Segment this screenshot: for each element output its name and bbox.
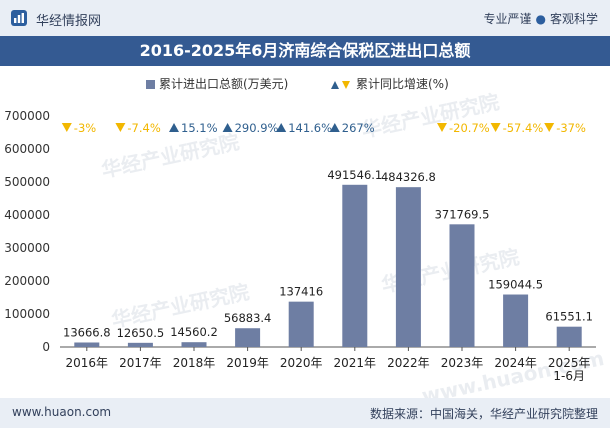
bar: [556, 326, 582, 347]
legend-item-total: 累计进出口总额(万美元): [146, 75, 288, 92]
bar: [74, 342, 100, 347]
growth-up-marker: [329, 123, 340, 132]
growth-label: 15.1%: [181, 121, 218, 135]
growth-label: 267%: [342, 121, 375, 135]
bar-value-label: 137416: [279, 285, 323, 299]
bar-value-label: 61551.1: [545, 310, 593, 324]
y-tick-label: 100000: [4, 307, 50, 321]
growth-label: -7.4%: [127, 121, 160, 135]
header-bar: 华经情报网 专业严谨 ● 客观科学: [0, 0, 610, 36]
bar-value-label: 13666.8: [63, 325, 111, 339]
x-tick-label: 2017年: [119, 356, 162, 370]
y-tick-label: 0: [42, 340, 50, 354]
huajing-logo-icon: [11, 10, 27, 26]
footer-source: 数据来源：中国海关，华经产业研究院整理: [369, 407, 598, 421]
growth-up-marker: [222, 123, 233, 132]
growth-label: 141.6%: [288, 121, 332, 135]
bar: [288, 301, 314, 347]
bar: [395, 187, 421, 347]
legend-item-growth: 累计同比增速(%): [330, 75, 449, 92]
bar: [449, 224, 475, 347]
tagline-left: 专业严谨: [483, 12, 532, 26]
bar-value-label: 56883.4: [224, 311, 272, 325]
y-tick-label: 300000: [4, 241, 50, 255]
x-tick-label: 2024年: [494, 356, 537, 370]
growth-down-marker: [61, 123, 72, 132]
legend-triangle-icons: [331, 80, 350, 89]
growth-label: -3%: [74, 121, 96, 135]
y-tick-label: 700000: [4, 109, 50, 123]
chart-legend: 累计进出口总额(万美元) 累计同比增速(%): [0, 72, 610, 94]
growth-label: -20.7%: [449, 121, 490, 135]
growth-down-marker: [437, 123, 447, 132]
bar: [342, 184, 368, 347]
bar: [503, 294, 529, 347]
legend-bar-swatch-icon: [146, 80, 155, 89]
legend-label-growth: 累计同比增速(%): [356, 77, 449, 91]
bar-value-label: 12650.5: [117, 326, 165, 340]
bar: [127, 342, 153, 347]
growth-down-marker: [544, 123, 555, 132]
bar-value-label: 484326.8: [381, 170, 436, 184]
legend-label-total: 累计进出口总额(万美元): [159, 77, 289, 91]
growth-label: -57.4%: [503, 121, 544, 135]
y-tick-label: 500000: [4, 175, 50, 189]
x-tick-label: 2022年: [387, 356, 430, 370]
growth-down-marker: [490, 123, 501, 132]
y-tick-label: 400000: [4, 208, 50, 222]
x-tick-label: 2025年 1-6月: [548, 356, 591, 383]
bar: [181, 342, 207, 347]
y-tick-label: 600000: [4, 142, 50, 156]
growth-label: -37%: [556, 121, 586, 135]
x-tick-label: 2016年: [66, 356, 109, 370]
bar-value-label: 371769.5: [435, 207, 490, 221]
separator-dot-icon: ●: [535, 12, 546, 26]
bar-value-label: 14560.2: [170, 325, 218, 339]
footer-bar: www.huaon.com 数据来源：中国海关，华经产业研究院整理: [0, 398, 610, 428]
growth-down-marker: [115, 123, 126, 132]
bar-value-label: 491546.1: [327, 168, 382, 182]
bar: [235, 328, 261, 347]
growth-up-marker: [169, 123, 179, 132]
footer-website: www.huaon.com: [12, 405, 112, 419]
tagline: 专业严谨 ● 客观科学: [483, 10, 598, 27]
x-tick-label: 2020年: [280, 356, 323, 370]
chart-title: 2016-2025年6月济南综合保税区进出口总额: [139, 41, 471, 60]
x-tick-label: 2021年: [334, 356, 377, 370]
growth-label: 290.9%: [235, 121, 279, 135]
x-tick-label: 2018年: [173, 356, 216, 370]
bar-value-label: 159044.5: [488, 278, 543, 292]
title-band: 2016-2025年6月济南综合保税区进出口总额: [0, 36, 610, 66]
x-tick-label: 2019年: [226, 356, 269, 370]
y-tick-label: 200000: [4, 274, 50, 288]
brand-name: 华经情报网: [36, 14, 102, 29]
x-tick-label: 2023年: [441, 356, 484, 370]
growth-up-marker: [276, 123, 287, 132]
tagline-right: 客观科学: [549, 12, 598, 26]
